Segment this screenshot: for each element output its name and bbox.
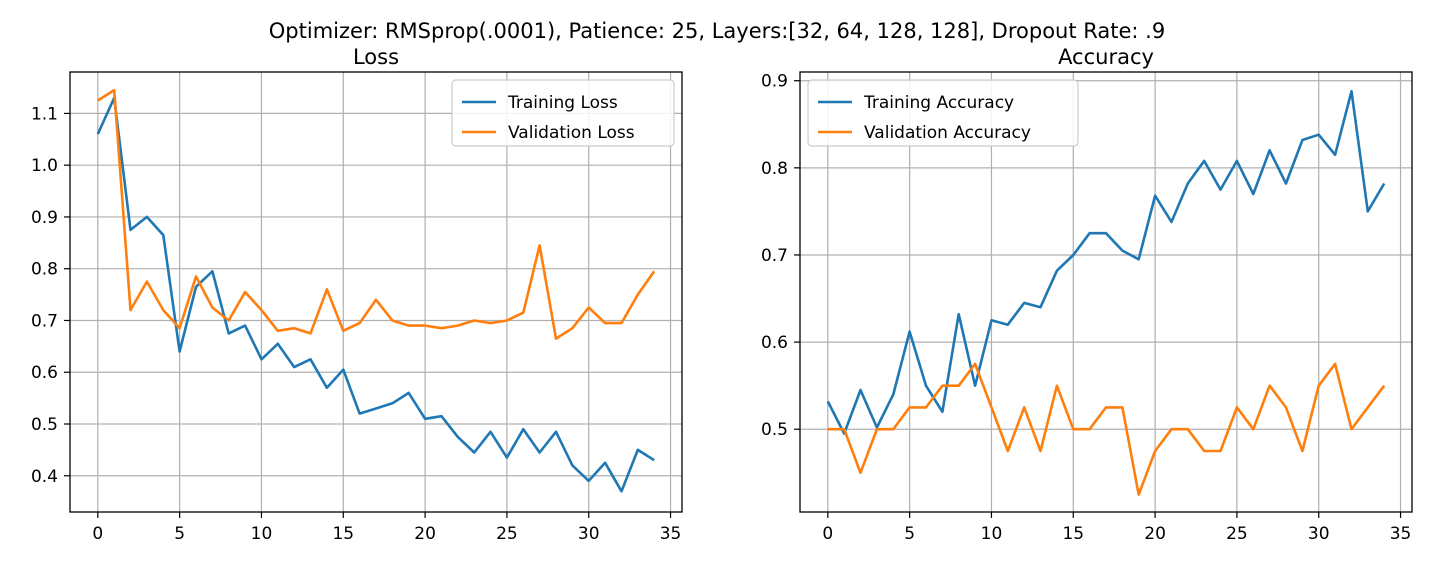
accuracy-x-tick-label: 15 xyxy=(1062,524,1084,544)
accuracy-x-tick-label: 30 xyxy=(1308,524,1330,544)
validation-loss-line xyxy=(97,88,656,340)
validation-accuracy-line xyxy=(827,362,1386,496)
loss-plot: Loss 0 5 10 15 20 25 30 35 0.4 0.5 0.6 0.7 0.8 0.9 1.0 1… xyxy=(31,45,683,544)
accuracy-plot: Accuracy 0 5 10 15 20 25 30 35 0.5 0.6 0.7 0.8 0.9 Tra… xyxy=(761,45,1413,544)
loss-x-tick-label: 15 xyxy=(332,524,354,544)
loss-title: Loss xyxy=(353,45,399,69)
figure-suptitle: Optimizer: RMSprop(.0001), Patience: 25,… xyxy=(269,19,1165,43)
training-loss-legend-label: Training Loss xyxy=(507,93,618,113)
training-loss-line xyxy=(96,96,655,493)
loss-y-tick-label: 1.1 xyxy=(31,104,58,124)
loss-x-tick-label: 5 xyxy=(174,524,185,544)
loss-x-tick-label: 35 xyxy=(660,524,682,544)
loss-x-tick-label: 0 xyxy=(92,524,103,544)
loss-x-tick-label: 30 xyxy=(578,524,600,544)
loss-x-tick-label: 20 xyxy=(414,524,436,544)
validation-accuracy-legend-label: Validation Accuracy xyxy=(864,123,1031,143)
accuracy-y-tick-label: 0.6 xyxy=(761,333,788,353)
accuracy-y-tick-label: 0.7 xyxy=(761,246,788,266)
accuracy-x-tick-label: 5 xyxy=(904,524,915,544)
accuracy-title: Accuracy xyxy=(1058,45,1154,69)
accuracy-y-tick-label: 0.8 xyxy=(761,159,788,179)
accuracy-x-tick-label: 0 xyxy=(822,524,833,544)
loss-x-tick-label: 25 xyxy=(496,524,518,544)
accuracy-x-tick-label: 20 xyxy=(1144,524,1166,544)
loss-y-tick-label: 0.6 xyxy=(31,363,58,383)
accuracy-x-tick-label: 10 xyxy=(981,524,1003,544)
training-accuracy-legend-label: Training Accuracy xyxy=(863,93,1014,113)
loss-axes-frame xyxy=(69,71,683,513)
accuracy-y-tick-label: 0.5 xyxy=(761,420,788,440)
validation-loss-legend-label: Validation Loss xyxy=(508,123,635,143)
loss-legend xyxy=(451,79,675,147)
loss-y-tick-label: 0.8 xyxy=(31,260,58,280)
training-accuracy-line xyxy=(826,89,1386,435)
accuracy-legend xyxy=(807,79,1079,147)
loss-y-tick-label: 0.5 xyxy=(31,415,58,435)
accuracy-axes-frame xyxy=(799,71,1413,513)
loss-y-tick-label: 0.7 xyxy=(31,311,58,331)
accuracy-x-tick-label: 25 xyxy=(1226,524,1248,544)
loss-y-tick-label: 0.4 xyxy=(31,467,58,487)
loss-x-tick-label: 10 xyxy=(251,524,273,544)
accuracy-y-tick-label: 0.9 xyxy=(761,72,788,92)
accuracy-x-tick-label: 35 xyxy=(1390,524,1412,544)
loss-y-tick-label: 1.0 xyxy=(31,156,58,176)
loss-y-tick-label: 0.9 xyxy=(31,208,58,228)
